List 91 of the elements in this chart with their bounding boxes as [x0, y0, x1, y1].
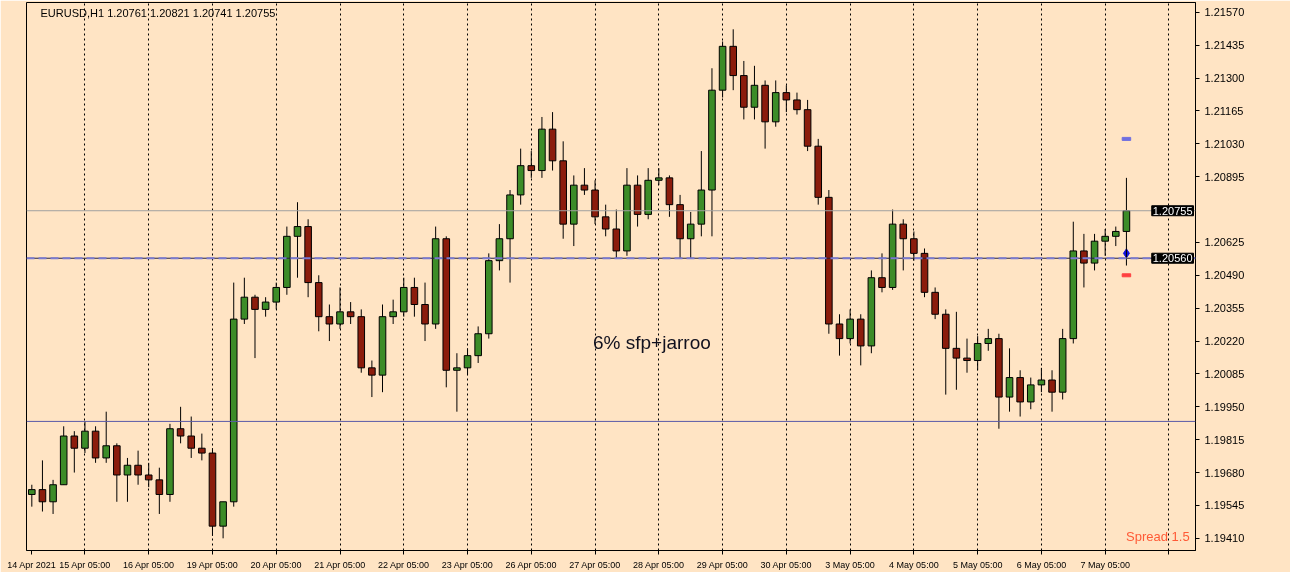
candlestick: [580, 167, 589, 196]
annotation: 6% sfp+jarroo: [593, 332, 711, 354]
x-tick-label: 7 May 05:00: [1080, 559, 1130, 570]
y-tick-label: 1.21030: [1204, 137, 1245, 150]
candlestick: [187, 416, 196, 459]
candlestick: [1026, 377, 1035, 410]
candlestick: [782, 84, 791, 113]
candlestick: [70, 430, 79, 474]
candlestick: [293, 201, 302, 279]
y-tick-label: 1.21570: [1204, 6, 1245, 19]
candlestick: [389, 299, 397, 325]
x-tick-label: 4 May 05:00: [889, 559, 939, 570]
y-tick-label: 1.19545: [1204, 499, 1245, 512]
candlestick: [1048, 369, 1056, 413]
candlestick: [176, 406, 185, 444]
candlestick: [123, 457, 132, 503]
candlestick: [686, 211, 695, 259]
y-tick-label: 1.21300: [1204, 72, 1245, 84]
y-tick-label: 1.21435: [1204, 39, 1245, 52]
candlestick: [793, 92, 801, 116]
candlestick: [463, 347, 472, 376]
candlestick: [346, 301, 355, 325]
candlestick: [963, 338, 971, 374]
x-tick-label: 15 Apr 05:00: [59, 559, 111, 570]
candlestick: [612, 209, 621, 259]
x-tick-label: 6 May 05:00: [1016, 559, 1067, 570]
candlestick: [251, 294, 259, 359]
x-tick-label: 19 Apr 05:00: [186, 559, 238, 570]
x-tick-label: 23 Apr 05:00: [441, 559, 493, 570]
candlestick: [1037, 367, 1046, 393]
candlestick: [1005, 347, 1014, 413]
x-tick-label: 20 Apr 05:00: [250, 559, 302, 570]
candlestick: [49, 479, 57, 515]
x-tick-label: 14 Apr 2021: [7, 559, 56, 570]
x-tick-label: 22 Apr 05:00: [378, 559, 430, 570]
y-tick-label: 1.20490: [1204, 269, 1245, 282]
candlestick: [601, 204, 610, 237]
candlestick: [474, 325, 482, 364]
y-tick-label: 1.20085: [1204, 367, 1245, 380]
candlestick: [750, 65, 759, 120]
candlestick: [952, 311, 961, 391]
x-tick-label: 21 Apr 05:00: [314, 559, 366, 570]
candlestick: [421, 282, 429, 342]
x-tick-label: 27 Apr 05:00: [569, 559, 621, 570]
annotation: Spread 1.5: [1126, 528, 1190, 544]
candlestick: [368, 360, 376, 398]
candlestick: [325, 304, 334, 342]
x-tick-label: 29 Apr 05:00: [696, 559, 748, 570]
candlestick: [198, 433, 206, 461]
candlestick: [336, 286, 344, 330]
x-tick-label: 3 May 05:00: [825, 559, 875, 570]
candlestick: [410, 277, 419, 318]
x-tick-label: 30 Apr 05:00: [760, 559, 812, 570]
y-tick-label: 1.20355: [1204, 302, 1245, 315]
candlestick: [1112, 226, 1120, 247]
candlestick: [527, 150, 536, 179]
y-tick-label: 1.19680: [1204, 466, 1245, 479]
candlestick: [878, 252, 886, 293]
ref-line-label: 1.20560: [1152, 252, 1193, 265]
candlestick: [1080, 233, 1088, 288]
ref-line-label: 1.20755: [1152, 204, 1193, 217]
y-tick-label: 1.19410: [1204, 532, 1245, 545]
candlestick: [973, 335, 982, 371]
candlestick: [899, 218, 908, 271]
candlestick: [835, 313, 844, 357]
y-tick-label: 1.19815: [1204, 433, 1245, 446]
candlestick: [102, 411, 110, 464]
candlestick: [1101, 228, 1109, 257]
candlestick: [240, 277, 249, 325]
y-tick-label: 1.20625: [1204, 236, 1245, 249]
x-tick-label: 26 Apr 05:00: [505, 559, 557, 570]
candlestick: [155, 467, 164, 515]
x-tick-label: 28 Apr 05:00: [633, 559, 685, 570]
y-tick-label: 1.20220: [1204, 335, 1245, 348]
candlestick: [453, 352, 461, 413]
x-tick-label: 5 May 05:00: [952, 559, 1003, 570]
candlestick: [134, 450, 142, 486]
candlestick: [38, 459, 47, 513]
candlestick: [272, 282, 281, 310]
candlestick: [261, 296, 270, 318]
candlestick: [495, 223, 504, 271]
candlestick: [846, 308, 854, 344]
chart-title: EURUSD,H1 1.20761 1.20821 1.20741 1.20755: [40, 6, 276, 19]
y-tick-label: 1.20895: [1204, 170, 1245, 183]
candlestick: [931, 286, 939, 320]
candlestick: [144, 462, 153, 488]
candlestick: [984, 328, 993, 352]
y-tick-label: 1.19950: [1204, 400, 1245, 413]
y-tick-label: 1.21165: [1204, 104, 1244, 117]
x-tick-label: 16 Apr 05:00: [122, 559, 174, 570]
candlestick: [910, 230, 918, 262]
